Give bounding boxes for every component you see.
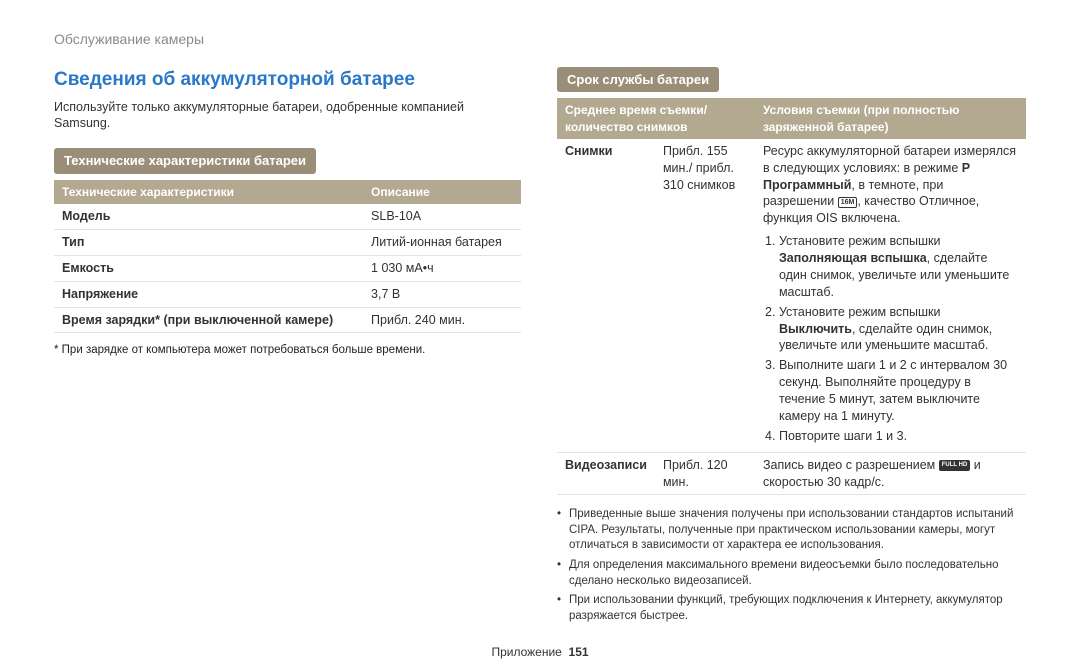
battery-life-table: Среднее время съемки/ количество снимков… (557, 98, 1026, 495)
mode-letter: P (962, 161, 970, 175)
specs-th-1: Технические характеристики (54, 180, 363, 204)
two-column-layout: Сведения об аккумуляторной батарее Испол… (54, 67, 1026, 628)
bl-row-conditions: Ресурс аккумуляторной батареи измерялся … (755, 139, 1026, 452)
specs-footnote: * При зарядке от компьютера может потреб… (54, 343, 521, 359)
table-row: Снимки Прибл. 155 мин./ прибл. 310 снимк… (557, 139, 1026, 452)
list-item: Установите режим вспышки Выключить, сдел… (779, 304, 1018, 355)
resolution-16m-icon: 16M (838, 197, 858, 208)
table-row: Время зарядки* (при выключенной камере) … (54, 307, 521, 333)
flash-mode: Заполняющая вспышка (779, 251, 927, 265)
notes-list: Приведенные выше значения получены при и… (557, 507, 1026, 624)
list-item: Для определения максимального времени ви… (557, 558, 1026, 589)
intro-text: Используйте только аккумуляторные батаре… (54, 99, 521, 133)
mode-name: Программный (763, 178, 851, 192)
spec-key: Емкость (54, 255, 363, 281)
bl-row-label: Видеозаписи (557, 452, 655, 495)
flash-mode: Выключить (779, 322, 852, 336)
step-text: Установите режим вспышки (779, 305, 941, 319)
spec-key: Напряжение (54, 281, 363, 307)
specs-heading-pill: Технические характеристики батареи (54, 148, 316, 174)
list-item: При использовании функций, требующих под… (557, 593, 1026, 624)
conditions-steps: Установите режим вспышки Заполняющая всп… (763, 233, 1018, 445)
bl-th-2: Условия съемки (при полностью заряженной… (755, 98, 1026, 138)
page-root: Обслуживание камеры Сведения об аккумуля… (0, 0, 1080, 670)
spec-value: SLB-10A (363, 204, 521, 229)
list-item: Выполните шаги 1 и 2 с интервалом 30 сек… (779, 357, 1018, 425)
spec-key: Модель (54, 204, 363, 229)
left-column: Сведения об аккумуляторной батарее Испол… (54, 67, 521, 628)
table-row: Напряжение 3,7 В (54, 281, 521, 307)
page-number: 151 (569, 645, 589, 659)
page-footer: Приложение 151 (54, 644, 1026, 660)
bl-row-value: Прибл. 155 мин./ прибл. 310 снимков (655, 139, 755, 452)
battery-life-heading-pill: Срок службы батареи (557, 67, 719, 93)
list-item: Установите режим вспышки Заполняющая всп… (779, 233, 1018, 301)
specs-table: Технические характеристики Описание Моде… (54, 180, 521, 334)
table-row: Модель SLB-10A (54, 204, 521, 229)
conditions-intro: Ресурс аккумуляторной батареи измерялся … (763, 143, 1018, 227)
spec-key: Тип (54, 229, 363, 255)
footer-section: Приложение (491, 645, 561, 659)
table-row: Емкость 1 030 мА•ч (54, 255, 521, 281)
cond-text: Ресурс аккумуляторной батареи измерялся … (763, 144, 1016, 175)
video-cond-text: Запись видео с разрешением (763, 458, 939, 472)
table-row: Тип Литий-ионная батарея (54, 229, 521, 255)
spec-value: 1 030 мА•ч (363, 255, 521, 281)
specs-th-2: Описание (363, 180, 521, 204)
bl-row-label: Снимки (557, 139, 655, 452)
right-column: Срок службы батареи Среднее время съемки… (557, 67, 1026, 628)
spec-value: Прибл. 240 мин. (363, 307, 521, 333)
spec-value: 3,7 В (363, 281, 521, 307)
spec-key: Время зарядки* (при выключенной камере) (54, 307, 363, 333)
list-item: Приведенные выше значения получены при и… (557, 507, 1026, 554)
list-item: Повторите шаги 1 и 3. (779, 428, 1018, 445)
bl-row-conditions: Запись видео с разрешением FULL HD и ско… (755, 452, 1026, 495)
section-title: Сведения об аккумуляторной батарее (54, 67, 521, 93)
breadcrumb: Обслуживание камеры (54, 30, 1026, 49)
spec-value: Литий-ионная батарея (363, 229, 521, 255)
full-hd-icon: FULL HD (939, 460, 971, 471)
bl-row-value: Прибл. 120 мин. (655, 452, 755, 495)
bl-th-1: Среднее время съемки/ количество снимков (557, 98, 755, 138)
table-row: Видеозаписи Прибл. 120 мин. Запись видео… (557, 452, 1026, 495)
step-text: Установите режим вспышки (779, 234, 941, 248)
